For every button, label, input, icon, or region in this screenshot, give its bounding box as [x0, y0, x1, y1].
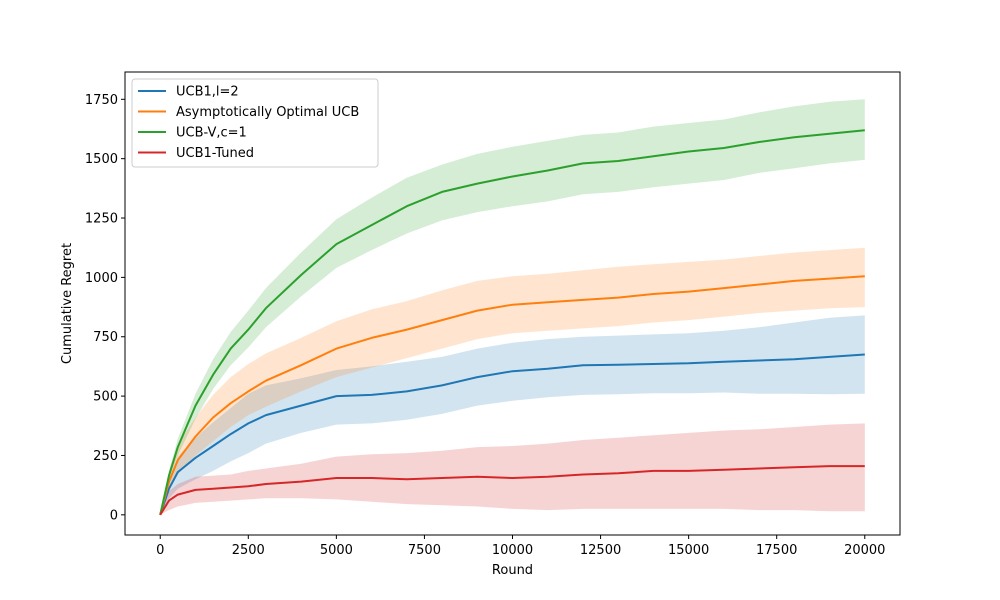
x-tick-label: 20000: [844, 543, 885, 558]
x-tick-label: 0: [156, 543, 164, 558]
y-tick-label: 250: [93, 449, 118, 464]
x-tick-label: 10000: [492, 543, 533, 558]
confidence-band-0: [160, 315, 865, 515]
x-tick-label: 5000: [320, 543, 353, 558]
legend-box: [131, 78, 379, 168]
series-lines: [159, 129, 865, 516]
y-tick-label: 1250: [85, 212, 118, 227]
x-axis-ticks: 0 2500 5000 7500 10000 12500 15000 17500 20000: [156, 535, 885, 558]
confidence-band-2: [160, 99, 865, 515]
x-tick-label: 2500: [232, 543, 265, 558]
y-tick-label: 500: [93, 390, 118, 405]
x-tick-label: 17500: [756, 543, 797, 558]
y-tick-label: 750: [93, 330, 118, 345]
x-tick-label: 12500: [580, 543, 621, 558]
x-tick-label: 7500: [408, 543, 441, 558]
y-axis-label: Cumulative Regret: [60, 243, 75, 364]
confidence-band-1: [160, 247, 865, 515]
legend-label: UCB1,l=2: [176, 85, 239, 100]
legend-label: UCB1-Tuned: [176, 146, 254, 161]
confidence-band-3: [160, 423, 865, 515]
y-tick-label: 1500: [85, 152, 118, 167]
y-tick-label: 1000: [85, 271, 118, 286]
y-tick-label: 0: [110, 508, 118, 523]
legend: UCB1,l=2 Asymptotically Optimal UCB UCB-V,…: [131, 78, 379, 168]
y-axis-ticks: 0 250 500 750 1000 1250 1500 1750: [85, 93, 125, 523]
x-tick-label: 15000: [668, 543, 709, 558]
legend-label: UCB-V,c=1: [176, 126, 247, 141]
confidence-bands: [160, 99, 865, 515]
legend-label: Asymptotically Optimal UCB: [176, 105, 359, 120]
y-tick-label: 1750: [85, 93, 118, 108]
x-axis-label: Round: [492, 563, 533, 578]
